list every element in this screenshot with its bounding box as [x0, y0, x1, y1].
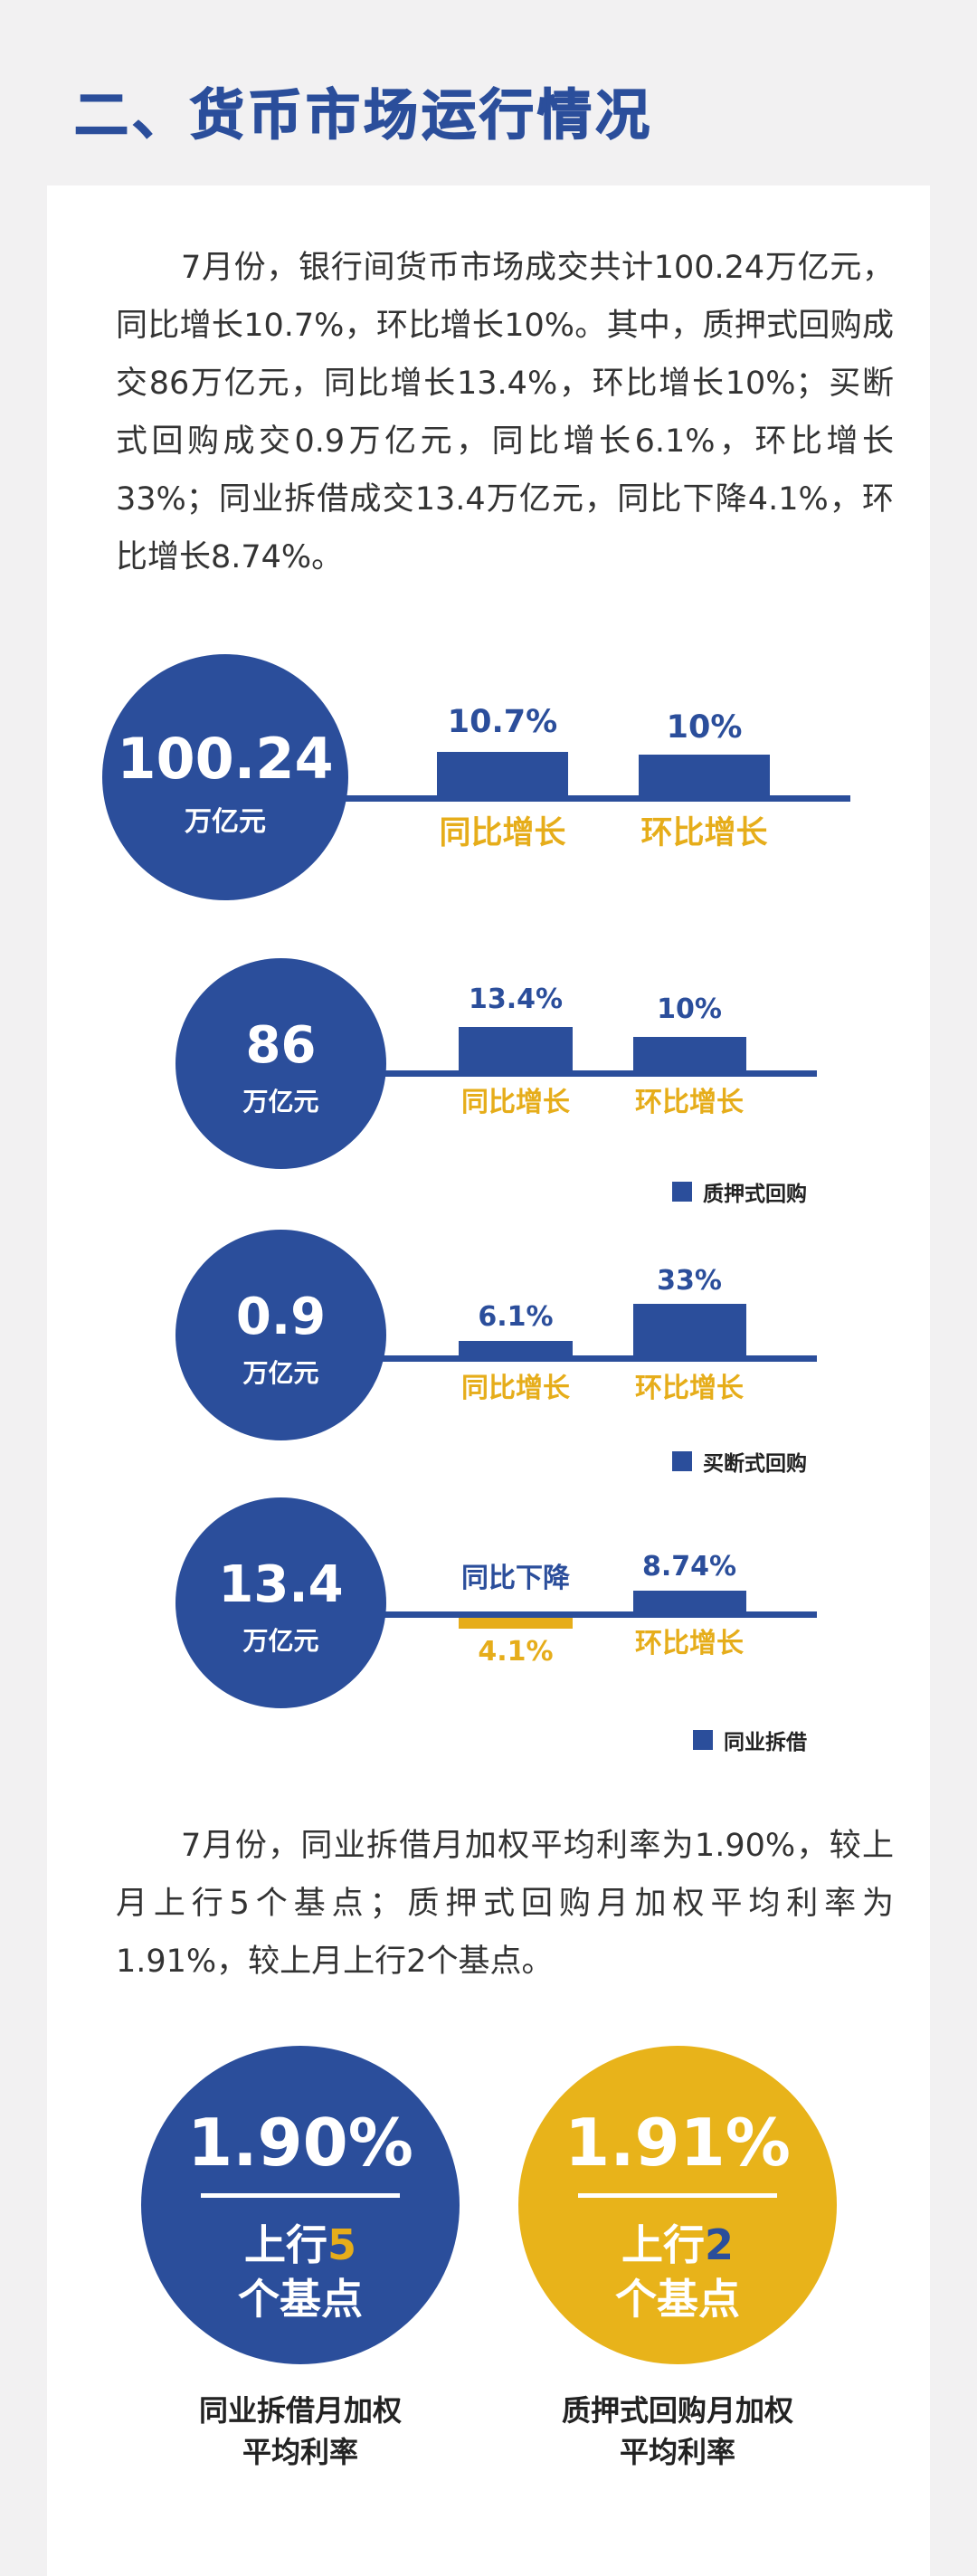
- amount-circle: 13.4 万亿元: [175, 1497, 386, 1708]
- rate-change: 上行5: [141, 2218, 460, 2272]
- rate-change: 上行2: [518, 2218, 837, 2272]
- mom-value: 33%: [657, 1265, 722, 1297]
- amount-value: 100.24: [117, 726, 334, 792]
- rate-value: 1.91%: [564, 2105, 791, 2181]
- legend-swatch-icon: [672, 1182, 692, 1202]
- yoy-label: 同比增长: [461, 1373, 570, 1404]
- yoy-value: 6.1%: [478, 1301, 554, 1333]
- amount-circle: 86 万亿元: [175, 958, 386, 1169]
- rate-change-unit: 个基点: [238, 2275, 363, 2324]
- yoy-bar: [459, 1027, 573, 1072]
- amount-circle: 0.9 万亿元: [175, 1230, 386, 1440]
- legend: 买断式回购: [672, 1446, 807, 1477]
- baseline-line: [344, 795, 850, 802]
- yoy-label: 同比增长: [439, 815, 566, 851]
- change-number: 2: [704, 2220, 734, 2269]
- section-title: 二、货币市场运行情况: [73, 83, 653, 148]
- mom-bar: [633, 1037, 746, 1072]
- rate-change-unit: 个基点: [615, 2275, 740, 2324]
- yoy-bar: [459, 1341, 573, 1357]
- mom-label: 环比增长: [640, 815, 768, 851]
- mom-value: 10%: [666, 709, 743, 746]
- legend-label: 质押式回购: [703, 1183, 807, 1206]
- amount-value: 13.4: [218, 1555, 344, 1614]
- mom-label: 环比增长: [635, 1373, 744, 1404]
- rate-circle-pledged-repo: 1.91% 上行2 个基点: [518, 2046, 837, 2364]
- caption-line-2: 平均利率: [242, 2435, 358, 2469]
- legend: 同业拆借: [693, 1725, 807, 1755]
- rates-paragraph: 7月份，同业拆借月加权平均利率为1.90%，较上月上行5个基点；质押式回购月加权…: [116, 1828, 894, 1980]
- baseline-line: [380, 1355, 817, 1362]
- mom-label: 环比增长: [635, 1087, 744, 1118]
- yoy-value: 13.4%: [468, 984, 564, 1015]
- change-number: 5: [327, 2220, 356, 2269]
- mom-label: 环比增长: [635, 1628, 744, 1659]
- mom-bar: [633, 1304, 746, 1357]
- caption-line-2: 平均利率: [619, 2435, 735, 2469]
- divider-line: [578, 2193, 777, 2198]
- amount-unit: 万亿元: [242, 1626, 319, 1656]
- amount-value: 86: [245, 1016, 317, 1075]
- yoy-bar: [459, 1618, 573, 1629]
- amount-value: 0.9: [235, 1288, 327, 1346]
- legend-swatch-icon: [693, 1730, 713, 1750]
- legend-label: 买断式回购: [703, 1452, 807, 1476]
- baseline-line: [380, 1070, 817, 1077]
- yoy-bar: [437, 752, 568, 797]
- caption-line-1: 质押式回购月加权: [561, 2393, 793, 2428]
- summary-paragraph: 7月份，银行间货币市场成交共计100.24万亿元，同比增长10.7%，环比增长1…: [116, 250, 894, 575]
- mom-bar: [639, 755, 770, 797]
- rate-caption-pledged-repo: 质押式回购月加权 平均利率: [497, 2390, 858, 2473]
- yoy-value: 4.1%: [478, 1636, 554, 1668]
- change-prefix: 上行: [621, 2220, 705, 2269]
- rate-caption-interbank: 同业拆借月加权 平均利率: [119, 2390, 481, 2473]
- divider-line: [201, 2193, 400, 2198]
- legend-label: 同业拆借: [724, 1731, 807, 1754]
- amount-unit: 万亿元: [242, 1358, 319, 1388]
- mom-bar: [633, 1591, 746, 1613]
- baseline-line: [380, 1611, 817, 1618]
- yoy-label: 同比增长: [461, 1087, 570, 1118]
- legend-swatch-icon: [672, 1451, 692, 1471]
- amount-unit: 万亿元: [242, 1087, 319, 1117]
- mom-value: 8.74%: [641, 1551, 737, 1583]
- change-prefix: 上行: [243, 2220, 327, 2269]
- amount-unit: 万亿元: [185, 806, 266, 838]
- yoy-value: 10.7%: [447, 704, 558, 740]
- yoy-label: 同比下降: [461, 1563, 570, 1594]
- amount-circle: 100.24 万亿元: [102, 654, 348, 900]
- caption-line-1: 同业拆借月加权: [198, 2393, 402, 2428]
- mom-value: 10%: [657, 993, 722, 1025]
- rate-value: 1.90%: [187, 2105, 413, 2181]
- rate-circle-interbank: 1.90% 上行5 个基点: [141, 2046, 460, 2364]
- legend: 质押式回购: [672, 1176, 807, 1207]
